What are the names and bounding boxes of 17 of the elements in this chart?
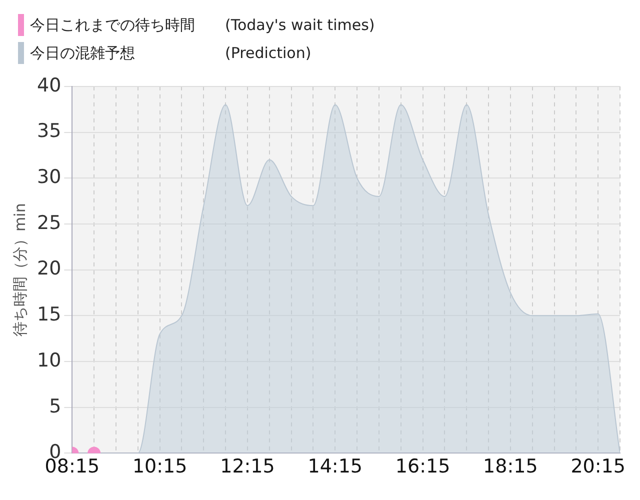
y-tick-label: 40	[36, 74, 62, 96]
x-tick-label: 16:15	[395, 456, 450, 478]
y-tick-label: 25	[36, 212, 62, 234]
y-tick-label: 20	[36, 258, 62, 280]
x-tick-label: 12:15	[220, 456, 275, 478]
y-tick-label: 30	[36, 166, 62, 188]
y-tick-label: 35	[36, 120, 62, 142]
legend-label: 今日これまでの待ち時間 (Today's wait times)	[30, 16, 375, 34]
y-tick-label: 15	[36, 304, 62, 326]
y-axis-title: 待ち時間（分）min	[10, 203, 29, 336]
y-tick-label: 5	[49, 395, 62, 418]
x-tick-label: 10:15	[132, 456, 188, 478]
x-tick-label: 14:15	[308, 456, 363, 478]
y-tick-label: 10	[36, 349, 62, 372]
x-tick-label: 18:15	[483, 456, 538, 478]
x-tick-label: 20:15	[570, 456, 626, 478]
legend-label: 今日の混雑予想 (Prediction)	[30, 44, 312, 62]
